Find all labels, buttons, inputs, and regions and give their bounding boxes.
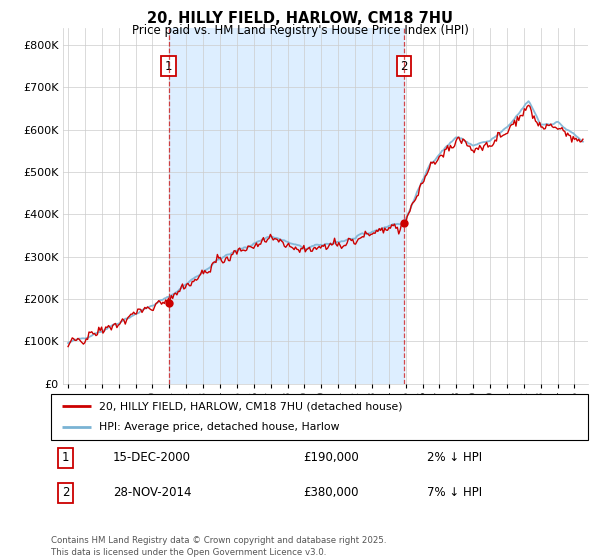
Text: Contains HM Land Registry data © Crown copyright and database right 2025.
This d: Contains HM Land Registry data © Crown c… xyxy=(51,536,386,557)
Text: 1: 1 xyxy=(165,59,172,73)
Text: 7% ↓ HPI: 7% ↓ HPI xyxy=(427,486,482,500)
Text: Price paid vs. HM Land Registry's House Price Index (HPI): Price paid vs. HM Land Registry's House … xyxy=(131,24,469,36)
Text: 20, HILLY FIELD, HARLOW, CM18 7HU (detached house): 20, HILLY FIELD, HARLOW, CM18 7HU (detac… xyxy=(100,401,403,411)
Text: 20, HILLY FIELD, HARLOW, CM18 7HU: 20, HILLY FIELD, HARLOW, CM18 7HU xyxy=(147,11,453,26)
Text: 2: 2 xyxy=(400,59,408,73)
Text: £380,000: £380,000 xyxy=(304,486,359,500)
Text: 1: 1 xyxy=(62,451,69,464)
Text: HPI: Average price, detached house, Harlow: HPI: Average price, detached house, Harl… xyxy=(100,422,340,432)
Text: 2: 2 xyxy=(62,486,69,500)
Text: 15-DEC-2000: 15-DEC-2000 xyxy=(113,451,191,464)
Bar xyxy=(169,28,404,384)
Text: £190,000: £190,000 xyxy=(304,451,359,464)
Text: 28-NOV-2014: 28-NOV-2014 xyxy=(113,486,191,500)
FancyBboxPatch shape xyxy=(51,394,588,440)
Text: 2% ↓ HPI: 2% ↓ HPI xyxy=(427,451,482,464)
